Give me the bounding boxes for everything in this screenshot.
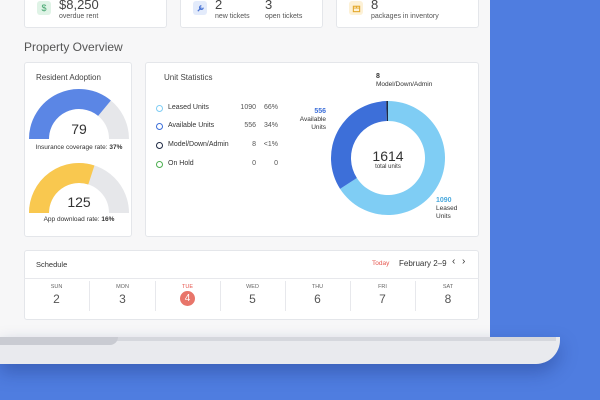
- laptop-notch: [0, 337, 118, 345]
- insurance-coverage-text: Insurance coverage rate:: [35, 144, 108, 151]
- donut-leased-count: 1090: [436, 197, 452, 204]
- packages-value: 8: [371, 0, 379, 12]
- available-count: 556: [244, 122, 256, 129]
- donut-leased-text2: Units: [436, 213, 451, 220]
- day-date: 4: [180, 291, 195, 306]
- stat-row-onhold[interactable]: On Hold 0 0: [156, 160, 278, 170]
- overdue-rent-tile[interactable]: $ $8,250 overdue rent: [24, 0, 167, 28]
- donut-total-label: total units: [375, 164, 401, 170]
- onhold-label: On Hold: [168, 160, 194, 167]
- donut-available-count: 556: [314, 108, 326, 115]
- donut-label-available: 556 Available Units: [286, 108, 326, 132]
- app-gauge-value: 125: [67, 194, 91, 210]
- day-name: SAT: [442, 284, 454, 290]
- donut-label-leased: 1090 Leased Units: [436, 197, 457, 221]
- donut-model-text: Model/Down/Admin: [376, 81, 433, 88]
- day-date: 8: [444, 292, 452, 306]
- dollar-icon: $: [37, 1, 51, 15]
- onhold-count: 0: [252, 160, 256, 167]
- donut-slice-leased[interactable]: [340, 101, 445, 215]
- donut-slice-model[interactable]: [386, 101, 388, 122]
- schedule-divider: [24, 278, 479, 279]
- donut-available-text1: Available: [299, 116, 326, 123]
- packages-label: packages in inventory: [371, 13, 439, 20]
- insurance-coverage-label: Insurance coverage rate: 37%: [27, 144, 131, 151]
- tickets-tile[interactable]: 2 new tickets 3 open tickets: [180, 0, 323, 28]
- page-title: Property Overview: [24, 40, 123, 54]
- unit-statistics-card: [145, 62, 479, 237]
- day-name: SUN: [50, 284, 63, 290]
- donut-label-model: 8 Model/Down/Admin: [376, 73, 432, 89]
- package-icon: [349, 1, 363, 15]
- units-donut-chart: [331, 101, 445, 215]
- insurance-gauge-fill: [29, 89, 111, 140]
- stat-row-available[interactable]: Available Units 556 34%: [156, 122, 278, 132]
- day-date: 3: [119, 292, 126, 306]
- model-count: 8: [252, 141, 256, 148]
- insurance-gauge-value: 79: [71, 121, 87, 137]
- day-sun[interactable]: SUN 2: [24, 281, 90, 311]
- day-wed[interactable]: WED 5: [220, 281, 286, 311]
- stat-row-model[interactable]: Model/Down/Admin 8 <1%: [156, 141, 278, 151]
- day-fri[interactable]: FRI 7: [350, 281, 416, 311]
- donut-total-value: 1614: [372, 148, 404, 164]
- onhold-dot-icon: [156, 161, 163, 168]
- onhold-pct: 0: [274, 160, 278, 167]
- unit-statistics-title: Unit Statistics: [164, 73, 213, 82]
- model-label: Model/Down/Admin: [168, 141, 229, 148]
- app-gauge-fill: [29, 163, 95, 214]
- overdue-rent-label: overdue rent: [59, 13, 99, 20]
- model-pct: <1%: [263, 141, 278, 148]
- schedule-title: Schedule: [36, 260, 68, 269]
- available-dot-icon: [156, 123, 163, 130]
- leased-dot-icon: [156, 105, 163, 112]
- next-week-button[interactable]: ›: [462, 256, 466, 267]
- app-gauge: [29, 163, 129, 214]
- day-date: 5: [249, 292, 256, 306]
- open-tickets-value: 3: [265, 0, 273, 12]
- available-label: Available Units: [168, 122, 215, 129]
- open-tickets-label: open tickets: [265, 13, 303, 20]
- packages-tile[interactable]: 8 packages in inventory: [336, 0, 479, 28]
- laptop-hinge: [0, 337, 556, 341]
- schedule-card: [24, 250, 479, 320]
- day-name: TUE: [182, 284, 193, 290]
- date-range: February 2–9: [399, 259, 447, 268]
- day-name: WED: [246, 284, 259, 290]
- day-thu[interactable]: THU 6: [285, 281, 351, 311]
- day-name: MON: [116, 284, 129, 290]
- model-dot-icon: [156, 142, 163, 149]
- day-mon[interactable]: MON 3: [90, 281, 156, 311]
- leased-label: Leased Units: [168, 104, 209, 111]
- app-download-text: App download rate:: [43, 216, 100, 223]
- new-tickets-label: new tickets: [215, 13, 250, 20]
- available-pct: 34%: [263, 122, 278, 129]
- day-name: THU: [311, 284, 324, 290]
- insurance-coverage-rate: 37%: [109, 144, 123, 151]
- day-date: 6: [314, 292, 321, 306]
- insurance-gauge: [29, 89, 129, 140]
- leased-pct: 66%: [263, 104, 278, 111]
- day-date: 2: [53, 292, 60, 306]
- stat-row-leased[interactable]: Leased Units 1090 66%: [156, 104, 278, 114]
- new-tickets-value: 2: [215, 0, 223, 12]
- prev-week-button[interactable]: ‹: [452, 256, 456, 267]
- app-download-rate: 16%: [101, 216, 115, 223]
- today-button[interactable]: Today: [372, 260, 390, 267]
- day-name: FRI: [378, 284, 387, 290]
- leased-count: 1090: [240, 104, 256, 111]
- resident-adoption-title: Resident Adoption: [36, 73, 101, 82]
- donut-model-count: 8: [376, 73, 380, 80]
- day-tue-today[interactable]: TUE 4: [155, 281, 221, 311]
- donut-leased-text1: Leased: [436, 205, 458, 212]
- resident-adoption-card: Resident Adoption 79 Insurance coverage …: [24, 62, 132, 237]
- donut-available-text2: Units: [311, 124, 326, 131]
- app-download-label: App download rate: 16%: [27, 216, 131, 223]
- wrench-icon: [193, 1, 207, 15]
- day-date: 7: [379, 292, 386, 306]
- overdue-rent-value: $8,250: [59, 0, 99, 12]
- day-sat[interactable]: SAT 8: [415, 281, 481, 311]
- donut-slice-available[interactable]: [331, 101, 387, 189]
- laptop-screen: $ $8,250 overdue rent 2 new tickets 3 op…: [0, 0, 490, 337]
